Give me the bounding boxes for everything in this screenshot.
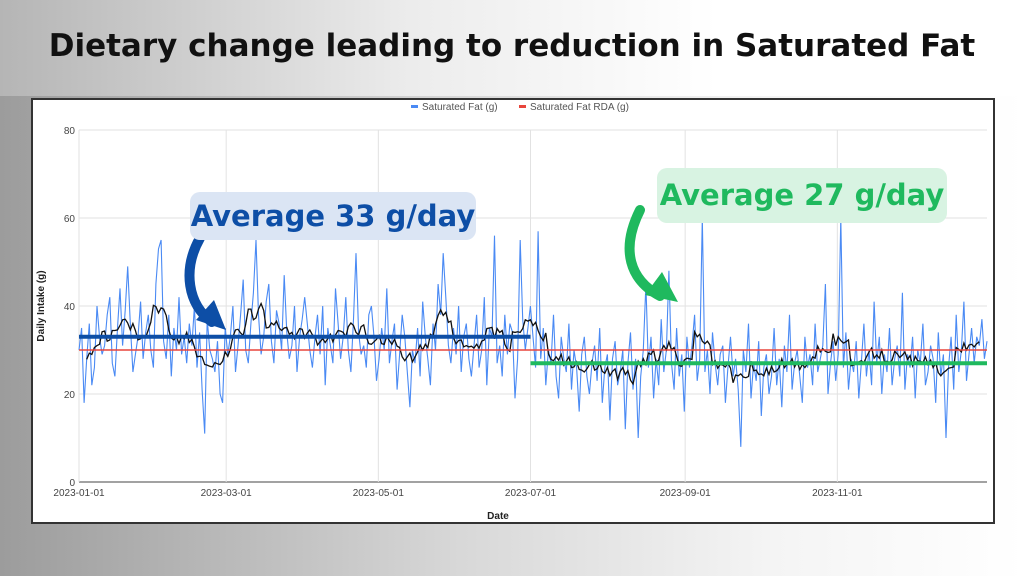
y-tick-label: 40 — [64, 302, 76, 313]
legend-label-saturated-fat: Saturated Fat (g) — [422, 102, 498, 113]
x-tick-label: 2023-03-01 — [201, 488, 253, 499]
page-title: Dietary change leading to reduction in S… — [48, 28, 976, 64]
x-tick-label: 2023-07-01 — [505, 488, 557, 499]
y-tick-label: 60 — [64, 214, 76, 225]
y-tick-label: 0 — [69, 478, 75, 489]
x-tick-label: 2023-05-01 — [353, 488, 405, 499]
callout-average-before: Average 33 g/day — [190, 192, 476, 240]
arrow-head-icon — [645, 272, 678, 302]
legend-swatch-rda — [519, 105, 526, 108]
x-tick-label: 2023-09-01 — [660, 488, 712, 499]
y-tick-label: 20 — [64, 390, 76, 401]
x-tick-label: 2023-01-01 — [53, 488, 105, 499]
legend-swatch-saturated-fat — [411, 105, 418, 108]
title-band — [0, 0, 1024, 96]
arrow-head-icon — [196, 300, 226, 330]
series-line-saturated-fat — [78, 217, 988, 447]
legend-label-rda: Saturated Fat RDA (g) — [530, 102, 629, 113]
x-axis-label: Date — [487, 511, 509, 522]
moving-average-line — [86, 301, 980, 386]
y-tick-label: 80 — [64, 126, 76, 137]
x-tick-label: 2023-11-01 — [812, 488, 863, 499]
y-axis-label: Daily Intake (g) — [36, 270, 47, 341]
callout-average-after: Average 27 g/day — [657, 168, 947, 223]
